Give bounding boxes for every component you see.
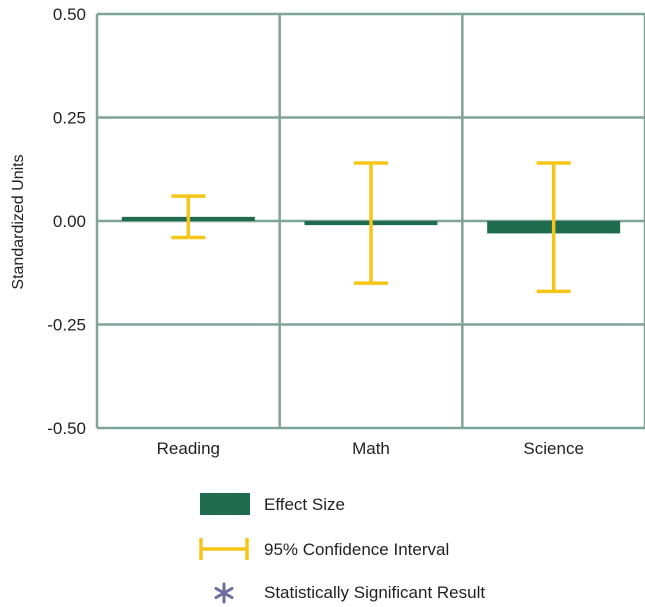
x-tick-label: Science — [523, 439, 583, 458]
y-tick-label: -0.25 — [47, 316, 86, 335]
legend-errorbar-swatch — [199, 538, 249, 560]
legend-bar-swatch — [200, 493, 250, 515]
y-tick-label: 0.50 — [53, 5, 86, 24]
y-axis-title: Standardized Units — [10, 154, 27, 289]
legend-item-confidence-interval: 95% Confidence Interval — [264, 540, 449, 559]
legend-item-significant: Statistically Significant Result — [264, 583, 485, 602]
y-axis-ticks: 0.50 0.25 0.00 -0.25 -0.50 — [47, 5, 86, 438]
x-tick-label: Math — [352, 439, 390, 458]
legend: Effect Size 95% Confidence Interval Stat… — [199, 493, 485, 604]
error-bars — [171, 161, 571, 294]
y-tick-label: 0.25 — [53, 109, 86, 128]
error-bar-math — [354, 161, 388, 285]
x-tick-label: Reading — [157, 439, 220, 458]
legend-item-effect-size: Effect Size — [264, 495, 345, 514]
error-bar-reading — [171, 194, 206, 240]
asterisk-icon — [214, 582, 234, 604]
y-tick-label: 0.00 — [53, 212, 86, 231]
asterisk-icon-stroke-3 — [214, 587, 234, 599]
error-bar-science — [536, 161, 571, 294]
y-tick-label: -0.50 — [47, 419, 86, 438]
x-axis-ticks: Reading Math Science — [157, 439, 584, 458]
